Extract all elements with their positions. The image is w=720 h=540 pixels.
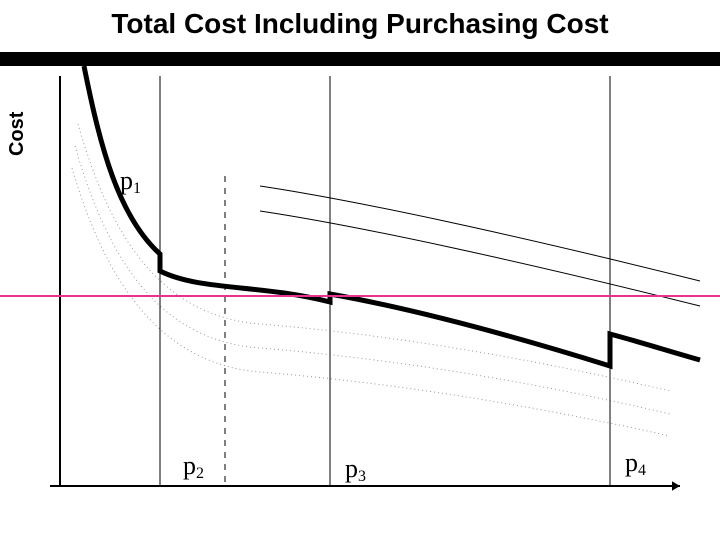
label-p2-sub: 2 xyxy=(196,465,204,482)
slide: Total Cost Including Purchasing Cost Cos… xyxy=(0,0,720,540)
label-p1-sub: 1 xyxy=(133,180,141,197)
label-p3-main: p xyxy=(345,454,358,483)
label-p4-sub: 4 xyxy=(638,462,646,479)
label-p1: p1 xyxy=(120,166,141,196)
label-p1-main: p xyxy=(120,166,133,195)
label-p2: p2 xyxy=(183,451,204,481)
price-break-lines xyxy=(160,76,610,486)
label-p4-main: p xyxy=(625,448,638,477)
label-p3: p3 xyxy=(345,454,366,484)
dotted-curves xyxy=(72,124,670,436)
x-axis-arrow-icon xyxy=(672,481,680,491)
title-underline xyxy=(0,52,720,66)
thin-segment-tails xyxy=(260,186,700,306)
chart-title: Total Cost Including Purchasing Cost xyxy=(0,8,720,40)
label-p4: p4 xyxy=(625,448,646,478)
label-p2-main: p xyxy=(183,451,196,480)
label-p3-sub: 3 xyxy=(358,468,366,485)
chart-area: Cost p1 p2 xyxy=(0,66,720,540)
total-cost-curve xyxy=(84,66,700,366)
